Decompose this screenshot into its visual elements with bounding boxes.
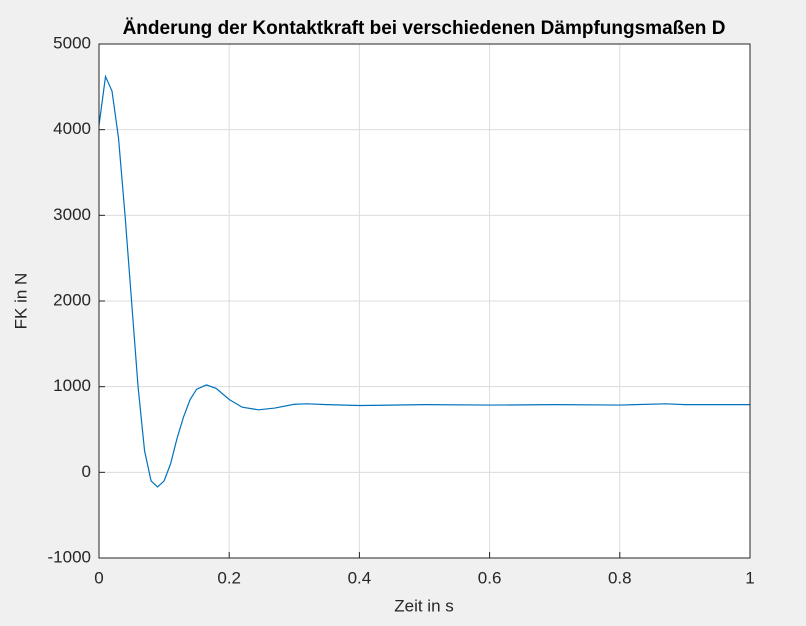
y-tick-label: 1000	[53, 376, 91, 395]
line	[98, 74, 750, 488]
x-tick-label: 0.2	[217, 568, 241, 587]
y-tick-label: 5000	[53, 33, 91, 52]
x-tick-label: 0.4	[348, 568, 372, 587]
y-tick-label: 3000	[53, 205, 91, 224]
y-tick-label: -1000	[48, 547, 91, 566]
y-tick-label: 4000	[53, 119, 91, 138]
x-axis-label: Zeit in s	[394, 596, 454, 615]
x-tick-label: 1	[745, 568, 754, 587]
x-tick-label: 0.8	[608, 568, 632, 587]
y-axis-label: FK in N	[11, 273, 30, 330]
x-tick-label: 0.6	[478, 568, 502, 587]
y-tick-label: 2000	[53, 290, 91, 309]
lines	[98, 74, 750, 488]
chart-title: Änderung der Kontaktkraft bei verschiede…	[123, 18, 726, 39]
x-tick-label: 0	[94, 568, 103, 587]
y-tick-label: 0	[82, 462, 91, 481]
